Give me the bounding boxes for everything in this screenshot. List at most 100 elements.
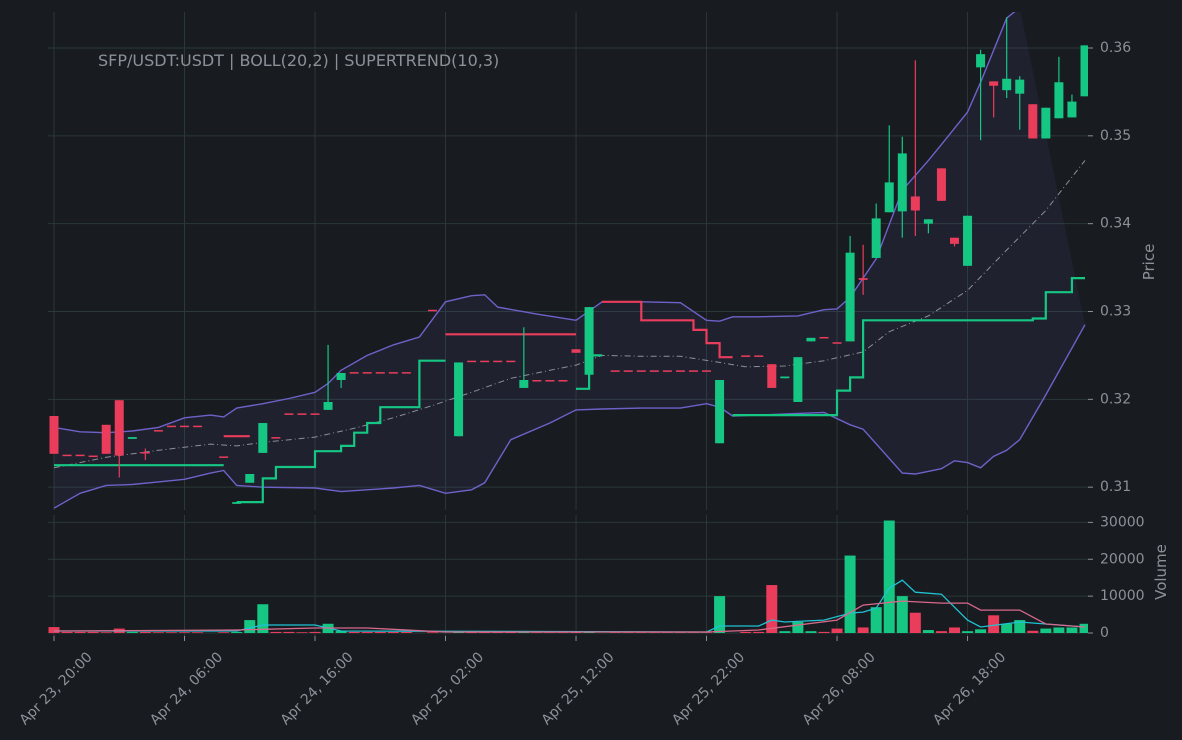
candle-body (793, 357, 803, 402)
volume-bar (766, 585, 778, 633)
volume-bar (792, 621, 804, 633)
volume-bar (857, 627, 869, 633)
volume-bar (831, 628, 843, 633)
candle-body (923, 219, 933, 224)
volume-bar (753, 631, 765, 633)
candle-body (702, 370, 712, 372)
candle-body (545, 380, 555, 382)
candle-body (349, 372, 359, 374)
volume-bar (1014, 620, 1026, 633)
candle-body (101, 424, 111, 454)
candle-body (1080, 45, 1088, 97)
volume-bar (87, 631, 99, 633)
volume-bar (74, 631, 86, 633)
candle-body (62, 454, 72, 457)
candle-body (49, 416, 59, 454)
candle-body (949, 237, 959, 244)
candle-body (88, 455, 98, 458)
candle-body (245, 473, 255, 483)
bollinger-lower (53, 324, 1086, 509)
candle-body (897, 153, 907, 212)
candle-body (140, 452, 150, 454)
candle-body (297, 413, 307, 415)
volume-bar (1027, 630, 1039, 633)
volume-bar (387, 631, 399, 633)
candle-body (832, 342, 842, 344)
y-tick-label: 30000 (1100, 514, 1145, 530)
price-grid (48, 12, 1088, 510)
candle-body (493, 360, 503, 363)
y-tick-label: 0.33 (1100, 304, 1131, 320)
candle-body (989, 81, 999, 86)
candle-body (884, 182, 894, 213)
candle-body (75, 454, 85, 457)
volume-bar (165, 632, 177, 633)
candle-body (258, 423, 268, 453)
candle-body (1054, 82, 1064, 119)
volume-bar (348, 631, 360, 633)
band-fill (54, 12, 1085, 509)
candle-body (193, 425, 203, 428)
y-axis-label: Volume (1152, 544, 1170, 600)
candle-body (819, 336, 829, 339)
price-panel (49, 12, 1088, 509)
volume-bar (48, 627, 60, 633)
candle-body (662, 370, 672, 372)
volume-bar (426, 632, 438, 633)
candle-body (767, 364, 777, 388)
candle-body (976, 54, 986, 68)
candle-body (284, 413, 294, 415)
volume-bar (948, 627, 960, 633)
candle-body (506, 360, 516, 363)
candle-body (871, 218, 881, 258)
volume-bar (1066, 627, 1078, 633)
bollinger-upper (53, 12, 1016, 434)
volume-bar (283, 631, 295, 633)
volume-panel (48, 520, 1088, 633)
candle-body (467, 360, 477, 363)
candle-body (623, 370, 633, 372)
candle-body (180, 425, 190, 428)
volume-bar (309, 631, 321, 633)
volume-bar (896, 596, 908, 633)
volume-bar (231, 631, 243, 633)
candle-body (362, 372, 372, 374)
candle-body (127, 437, 137, 439)
volume-bar (374, 631, 386, 633)
volume-bar (257, 604, 269, 633)
candle-body (480, 360, 490, 363)
volume-bar (361, 631, 373, 633)
candle-body (858, 278, 868, 280)
candle-body (910, 196, 920, 211)
volume-bar (1040, 628, 1052, 633)
volume-bar (335, 630, 347, 633)
volume-bar (805, 631, 817, 633)
candle-body (754, 355, 764, 357)
y-tick-label: 0.31 (1100, 479, 1131, 495)
candle-body (675, 370, 685, 372)
candle-body (375, 372, 385, 374)
volume-bar (883, 520, 895, 633)
candle-body (401, 372, 411, 374)
volume-bar (400, 631, 412, 633)
volume-bar (270, 631, 282, 633)
candle-body (310, 413, 320, 415)
volume-bar (962, 631, 974, 633)
candle-body (519, 380, 529, 388)
candle-body (153, 430, 163, 432)
volume-bar (844, 555, 856, 633)
volume-bar (1053, 627, 1065, 633)
candle-body (715, 380, 725, 444)
volume-bar (152, 632, 164, 633)
y-tick-label: 0.32 (1100, 391, 1131, 407)
candle-body (741, 355, 751, 357)
candle-body (649, 370, 659, 372)
volume-bar (740, 631, 752, 633)
volume-bar (192, 632, 204, 633)
candle-body (936, 168, 946, 201)
candle-body (454, 362, 464, 437)
candle-body (1002, 78, 1012, 91)
chart-title: SFP/USDT:USDT | BOLL(20,2) | SUPERTREND(… (98, 51, 499, 70)
candle-body (584, 307, 594, 375)
